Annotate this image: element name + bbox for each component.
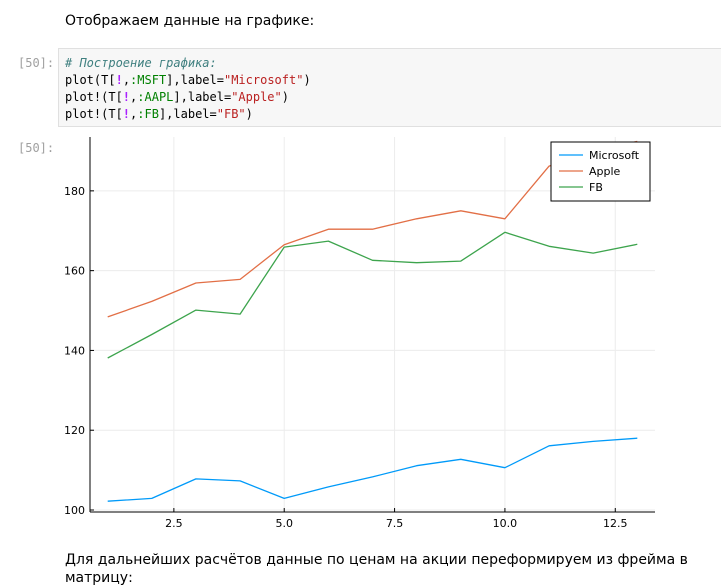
legend: Microsoft Apple FB — [550, 141, 651, 202]
code-token: ],label= — [166, 73, 224, 87]
code-token: ) — [303, 73, 311, 87]
code-token: plot!(T[ — [65, 107, 123, 121]
y-tick-label: 140 — [64, 344, 85, 357]
code-token: ],label= — [158, 107, 217, 121]
legend-label-apple: Apple — [589, 165, 621, 178]
output-prompt: [50]: — [18, 141, 55, 155]
code-line-1: plot(T[!,:MSFT],label="Microsoft") — [65, 72, 311, 89]
code-token-string: "Microsoft" — [223, 73, 304, 87]
code-token-bang: ! — [122, 90, 131, 104]
intro-text: Отображаем данные на графике: — [65, 13, 315, 29]
x-tick-label: 5.0 — [275, 517, 293, 530]
series-line-microsoft — [107, 437, 638, 502]
line-chart: 2.5 5.0 7.5 10.0 12.5 100 120 140 160 180 Microsof… — [64, 137, 655, 530]
code-token-symbol: :FB — [137, 107, 159, 121]
code-token-string: "FB" — [216, 107, 246, 121]
series-line-apple — [107, 140, 638, 318]
series-line-fb — [107, 231, 638, 359]
code-token: ) — [245, 107, 253, 121]
code-token-bang: ! — [115, 73, 123, 87]
code-comment-line: # Построение графика: — [65, 55, 217, 72]
x-tick-label: 12.5 — [603, 517, 628, 530]
legend-label-microsoft: Microsoft — [589, 149, 640, 162]
code-token: plot(T[ — [65, 73, 116, 87]
code-token-symbol: :AAPL — [137, 90, 174, 104]
code-token: ],label= — [173, 90, 232, 104]
code-token: , — [130, 90, 138, 104]
code-token-string: "Apple" — [231, 90, 282, 104]
y-tick-label: 160 — [64, 265, 85, 278]
code-token: , — [130, 107, 138, 121]
x-tick-label: 10.0 — [493, 517, 518, 530]
code-token: ) — [281, 90, 289, 104]
code-comment: # Построение графика: — [65, 56, 217, 70]
code-token: plot!(T[ — [65, 90, 123, 104]
code-token: , — [122, 73, 131, 87]
code-line-2: plot!(T[!,:AAPL],label="Apple") — [65, 89, 289, 106]
legend-label-fb: FB — [589, 181, 603, 194]
y-tick-label: 100 — [64, 504, 85, 517]
code-token-bang: ! — [122, 107, 131, 121]
x-tick-label: 2.5 — [165, 517, 183, 530]
outro-text: Для дальнейших расчётов данные по ценам … — [65, 552, 688, 586]
x-tick-label: 7.5 — [386, 517, 404, 530]
y-tick-label: 120 — [64, 424, 85, 437]
code-token-symbol: :MSFT — [130, 73, 167, 87]
code-cell[interactable]: # Построение графика: plot(T[!,:MSFT],la… — [58, 48, 721, 127]
input-prompt: [50]: — [18, 56, 55, 70]
code-line-3: plot!(T[!,:FB],label="FB") — [65, 106, 253, 123]
y-tick-label: 180 — [64, 185, 85, 198]
